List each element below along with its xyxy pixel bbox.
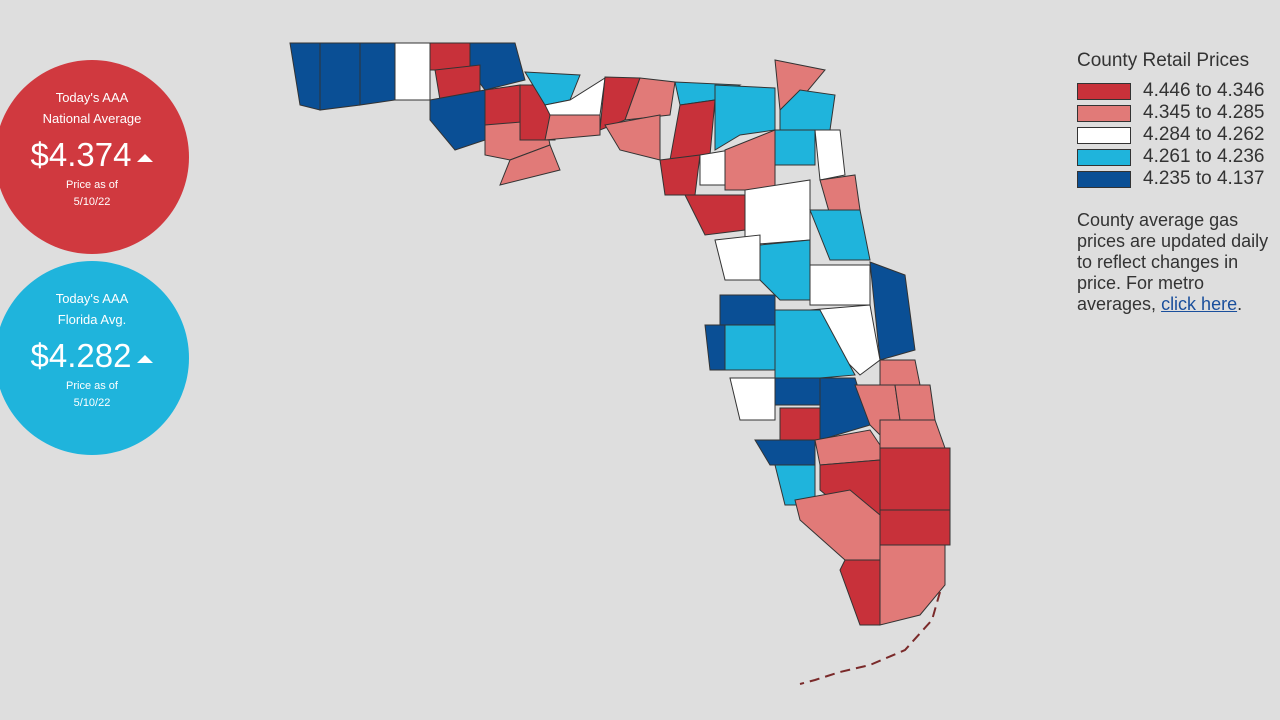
county xyxy=(624,77,676,121)
county xyxy=(809,209,871,261)
legend-label: 4.446 to 4.346 xyxy=(1143,80,1265,101)
legend-swatch xyxy=(1077,126,1131,144)
legend-label: 4.235 to 4.137 xyxy=(1143,168,1265,189)
note-end: . xyxy=(1237,294,1243,314)
county xyxy=(879,359,921,386)
price-value: $4.282 xyxy=(30,337,132,374)
county xyxy=(774,377,821,406)
county xyxy=(779,407,821,441)
county xyxy=(659,154,701,196)
county xyxy=(779,89,836,131)
county xyxy=(429,42,471,71)
price: $4.374 xyxy=(0,135,189,175)
county xyxy=(759,239,811,301)
florida-card: Today's AAA Florida Avg. $4.282 Price as… xyxy=(0,261,189,455)
legend-title: County Retail Prices xyxy=(1077,50,1250,71)
county xyxy=(819,174,861,216)
county xyxy=(499,144,561,186)
legend-item: 4.446 to 4.346 xyxy=(1077,80,1265,102)
county xyxy=(319,42,361,111)
county xyxy=(814,129,846,181)
national-card: Today's AAA National Average $4.374 Pric… xyxy=(0,60,189,254)
county xyxy=(729,377,776,421)
link[interactable]: click here xyxy=(1161,294,1238,314)
county xyxy=(394,42,431,101)
county xyxy=(879,544,946,626)
card-label: Florida Avg. xyxy=(57,312,127,327)
county xyxy=(839,559,881,626)
legend-label: 4.284 to 4.262 xyxy=(1143,124,1265,145)
legend-item: 4.261 to 4.236 xyxy=(1077,146,1265,168)
date-label: Price as of xyxy=(66,179,118,191)
county xyxy=(879,419,946,451)
keys xyxy=(799,591,941,685)
county xyxy=(869,261,916,361)
county xyxy=(429,89,486,151)
county xyxy=(289,42,321,111)
county xyxy=(544,77,606,116)
county xyxy=(704,324,726,371)
legend: County Retail Prices 4.446 to 4.346 4.345… xyxy=(1077,50,1265,190)
date: 5/10/22 xyxy=(73,397,111,409)
county xyxy=(469,42,526,91)
legend-label: 4.261 to 4.236 xyxy=(1143,146,1265,167)
legend-item: 4.284 to 4.262 xyxy=(1077,124,1265,146)
up-arrow xyxy=(137,154,154,163)
county xyxy=(719,294,776,326)
county xyxy=(544,114,601,141)
card-label: National Average xyxy=(42,111,142,126)
date: 5/10/22 xyxy=(73,196,111,208)
county xyxy=(754,439,816,466)
county xyxy=(359,42,396,106)
legend-item: 4.235 to 4.137 xyxy=(1077,168,1265,190)
legend-label: 4.345 to 4.285 xyxy=(1143,102,1265,123)
card-label: Today's AAA xyxy=(55,291,129,306)
legend-swatch xyxy=(1077,82,1131,100)
county xyxy=(669,99,716,161)
county xyxy=(894,384,936,421)
county xyxy=(714,234,761,281)
date-label: Price as of xyxy=(66,380,118,392)
county xyxy=(684,194,746,236)
county xyxy=(879,509,951,546)
legend-swatch xyxy=(1077,148,1131,166)
price: $4.282 xyxy=(0,336,189,376)
county xyxy=(724,324,776,371)
county xyxy=(774,309,856,379)
legend-swatch xyxy=(1077,104,1131,122)
card-label: Today's AAA xyxy=(55,90,129,105)
legend-item: 4.345 to 4.285 xyxy=(1077,102,1265,124)
up-arrow xyxy=(137,355,154,364)
county xyxy=(484,84,521,126)
legend-swatch xyxy=(1077,170,1131,188)
county xyxy=(774,129,816,166)
county xyxy=(809,264,871,306)
note: County average gas prices are updated da… xyxy=(1077,210,1280,315)
price-value: $4.374 xyxy=(30,136,132,173)
county xyxy=(879,447,951,511)
county xyxy=(714,84,776,151)
note-text: County average gas prices are updated da… xyxy=(1077,210,1269,314)
